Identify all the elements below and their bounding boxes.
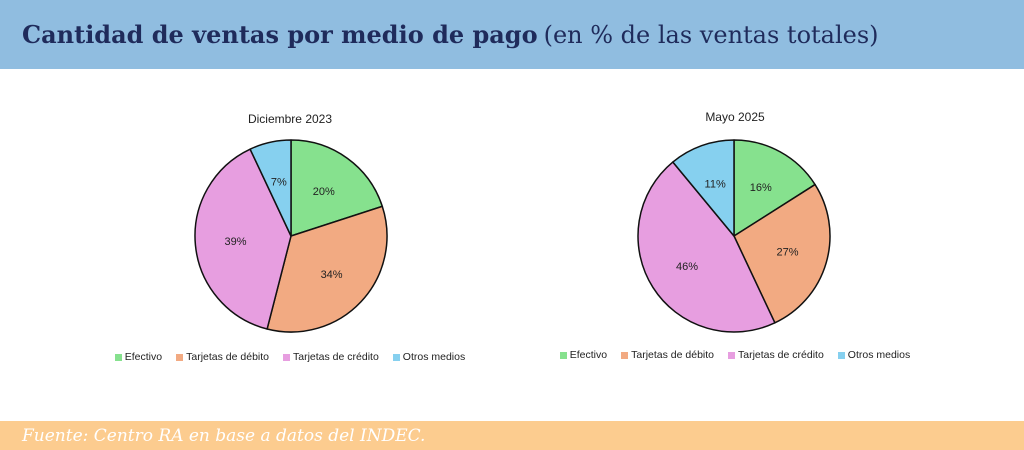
legend-swatch — [728, 351, 735, 359]
slice-label-otros-medios: 7% — [271, 177, 287, 189]
page-title-main: Cantidad de ventas por medio de pago — [22, 20, 538, 49]
pie-slice-tarjetas-credito — [194, 148, 292, 330]
legend-label: Otros medios — [402, 351, 466, 363]
slice-label-otros-medios: 11% — [705, 179, 726, 191]
pie-chart-mayo-2025: 16% 27% 46% 11% — [637, 139, 831, 333]
pie-slice-otros-medios — [249, 139, 292, 237]
legend-label: Tarjetas de débito — [631, 349, 714, 361]
legend-item-tarjetas-debito: Tarjetas de débito — [176, 351, 269, 363]
legend-item-tarjetas-credito: Tarjetas de crédito — [728, 349, 824, 361]
slice-label-tarjetas-credito: 46% — [676, 261, 698, 273]
legend-label: Efectivo — [124, 351, 163, 363]
legend-item-tarjetas-credito: Tarjetas de crédito — [283, 351, 379, 363]
chart-legend: Efectivo Tarjetas de débito Tarjetas de … — [90, 351, 490, 363]
slice-label-tarjetas-debito: 34% — [321, 269, 343, 281]
legend-label: Efectivo — [569, 349, 608, 361]
pie-slice-tarjetas-debito — [733, 183, 831, 324]
legend-swatch — [114, 353, 122, 361]
pie-slice-efectivo — [733, 139, 816, 237]
slice-label-tarjetas-debito: 27% — [776, 247, 798, 259]
legend-swatch — [283, 353, 290, 361]
pie-slice-tarjetas-credito — [637, 161, 776, 333]
legend-item-efectivo: Efectivo — [114, 351, 163, 363]
slice-label-efectivo: 16% — [750, 182, 772, 194]
pie-slice-tarjetas-debito — [266, 205, 388, 333]
slice-label-tarjetas-credito: 39% — [225, 236, 247, 248]
legend-swatch — [559, 351, 567, 359]
footer-bar: Fuente: Centro RA en base a datos del IN… — [0, 421, 1024, 450]
legend-item-otros-medios: Otros medios — [392, 351, 466, 363]
pie-chart-diciembre-2023: 20% 34% 39% 7% — [194, 139, 388, 333]
legend-label: Tarjetas de crédito — [738, 349, 824, 361]
slice-label-efectivo: 20% — [313, 186, 335, 198]
legend-item-otros-medios: Otros medios — [837, 349, 911, 361]
page-title: Cantidad de ventas por medio de pago (en … — [22, 20, 879, 49]
header-bar: Cantidad de ventas por medio de pago (en … — [0, 0, 1024, 69]
chart-title: Mayo 2025 — [705, 110, 765, 124]
legend-label: Tarjetas de débito — [186, 351, 269, 363]
legend-label: Tarjetas de crédito — [293, 351, 379, 363]
legend-label: Otros medios — [847, 349, 911, 361]
legend-item-tarjetas-debito: Tarjetas de débito — [621, 349, 714, 361]
legend-swatch — [176, 353, 184, 361]
source-note: Fuente: Centro RA en base a datos del IN… — [22, 425, 426, 446]
legend-swatch — [392, 353, 400, 361]
chart-legend: Efectivo Tarjetas de débito Tarjetas de … — [535, 349, 935, 361]
legend-swatch — [621, 351, 629, 359]
legend-item-efectivo: Efectivo — [559, 349, 608, 361]
legend-swatch — [837, 351, 845, 359]
chart-title: Diciembre 2023 — [247, 112, 333, 126]
chart-panel-diciembre-2023: Diciembre 2023 20% 34% 39% 7% Efectivo Tarj… — [90, 69, 490, 419]
pie-slice-efectivo — [290, 139, 384, 237]
chart-panel-mayo-2025: Mayo 2025 16% 27% 46% 11% Efectivo Tarjetas… — [535, 69, 935, 419]
pie-slice-otros-medios — [672, 139, 735, 237]
page-title-subtitle: (en % de las ventas totales) — [543, 21, 879, 49]
